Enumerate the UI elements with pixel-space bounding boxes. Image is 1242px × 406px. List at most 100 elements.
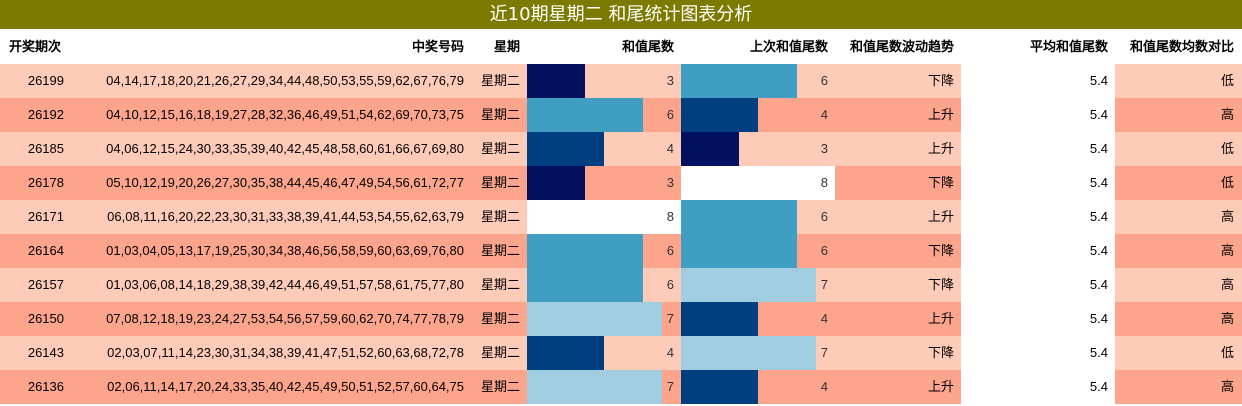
cell-compare: 低 (1220, 175, 1234, 190)
prev-tail-value: 6 (820, 209, 828, 224)
cell-weekday: 星期二 (480, 243, 520, 258)
cell-numbers: 01,03,06,08,14,18,29,38,39,42,44,46,49,5… (106, 277, 464, 292)
cell-avg: 5.4 (1089, 141, 1108, 156)
tail-value: 7 (666, 311, 674, 326)
cell-period: 26143 (27, 345, 64, 360)
cell-numbers: 04,14,17,18,20,21,26,27,29,34,44,48,50,5… (106, 73, 464, 88)
cell-weekday: 星期二 (480, 209, 520, 224)
cell-trend: 下降 (927, 277, 954, 292)
tail-bar (527, 98, 643, 132)
cell-avg: 5.4 (1089, 73, 1108, 88)
tail-value: 4 (666, 141, 674, 156)
cell-compare: 高 (1220, 243, 1234, 258)
table-body: 26199 04,14,17,18,20,21,26,27,29,34,44,48… (0, 64, 1242, 406)
cell-avg: 5.4 (1089, 243, 1108, 258)
tail-bar (527, 336, 604, 370)
cell-weekday: 星期二 (480, 175, 520, 190)
prev-tail-value: 4 (820, 311, 828, 326)
tail-bar (527, 302, 662, 336)
cell-trend: 下降 (927, 243, 954, 258)
header-compare: 和值尾数均数对比 (1129, 39, 1234, 54)
prev-tail-value: 7 (820, 345, 828, 360)
prev-tail-bar (681, 166, 835, 200)
tail-bar (527, 234, 643, 268)
prev-tail-bar (681, 234, 797, 268)
table-row: 26178 05,10,12,19,20,26,27,30,35,38,44,45… (0, 166, 1242, 200)
avg-background (961, 200, 1115, 234)
tail-value: 7 (666, 379, 674, 394)
cell-period: 26157 (27, 277, 64, 292)
table-row: 26157 01,03,06,08,14,18,29,38,39,42,44,46… (0, 268, 1242, 302)
cell-trend: 上升 (927, 107, 954, 122)
cell-period: 26150 (27, 311, 64, 326)
cell-avg: 5.4 (1089, 311, 1108, 326)
avg-background (961, 302, 1115, 336)
cell-period: 26192 (27, 107, 64, 122)
cell-numbers: 06,08,11,16,20,22,23,30,31,33,38,39,41,4… (107, 209, 464, 224)
table-row: 26192 04,10,12,15,16,18,19,27,28,32,36,46… (0, 98, 1242, 132)
cell-trend: 下降 (927, 73, 954, 88)
avg-background (961, 234, 1115, 268)
prev-tail-bar (681, 132, 739, 166)
tail-bar (527, 370, 662, 404)
avg-background (961, 132, 1115, 166)
cell-numbers: 07,08,12,18,19,23,24,27,53,54,56,57,59,6… (106, 311, 464, 326)
prev-tail-bar (681, 268, 816, 302)
avg-background (961, 336, 1115, 370)
header-avg: 平均和值尾数 (1029, 39, 1108, 54)
cell-weekday: 星期二 (480, 311, 520, 326)
table-row: 26136 02,06,11,14,17,20,24,33,35,40,42,45… (0, 370, 1242, 404)
tail-value: 6 (666, 107, 674, 122)
cell-avg: 5.4 (1089, 209, 1108, 224)
tail-bar (527, 268, 643, 302)
cell-trend: 上升 (927, 209, 954, 224)
cell-trend: 下降 (927, 345, 954, 360)
cell-weekday: 星期二 (480, 379, 520, 394)
cell-period: 26164 (27, 243, 64, 258)
tail-value: 3 (666, 175, 674, 190)
cell-numbers: 05,10,12,19,20,26,27,30,35,38,44,45,46,4… (106, 175, 464, 190)
cell-period: 26171 (27, 209, 64, 224)
cell-avg: 5.4 (1089, 107, 1108, 122)
prev-tail-value: 7 (820, 277, 828, 292)
cell-weekday: 星期二 (480, 73, 520, 88)
prev-tail-value: 4 (820, 379, 828, 394)
prev-tail-bar (681, 370, 758, 404)
tail-bar (527, 64, 585, 98)
cell-period: 26199 (27, 73, 64, 88)
cell-numbers: 02,06,11,14,17,20,24,33,35,40,42,45,49,5… (107, 379, 464, 394)
tail-bar (527, 200, 681, 234)
cell-weekday: 星期二 (480, 107, 520, 122)
prev-tail-bar (681, 64, 797, 98)
header-period: 开奖期次 (9, 39, 62, 54)
cell-compare: 高 (1220, 379, 1234, 394)
table-row: 26164 01,03,04,05,13,17,19,25,30,34,38,46… (0, 234, 1242, 268)
cell-trend: 上升 (927, 379, 954, 394)
table-row: 26143 02,03,07,11,14,23,30,31,34,38,39,41… (0, 336, 1242, 370)
cell-avg: 5.4 (1089, 277, 1108, 292)
prev-tail-value: 3 (820, 141, 828, 156)
cell-trend: 上升 (927, 141, 954, 156)
prev-tail-value: 8 (820, 175, 828, 190)
header-numbers: 中奖号码 (411, 39, 464, 54)
tail-value: 6 (666, 243, 674, 258)
tail-value: 6 (666, 277, 674, 292)
cell-trend: 下降 (927, 175, 954, 190)
tail-bar (527, 132, 604, 166)
prev-tail-bar (681, 302, 758, 336)
cell-avg: 5.4 (1089, 379, 1108, 394)
header-tail: 和值尾数 (621, 39, 674, 54)
table-row: 26150 07,08,12,18,19,23,24,27,53,54,56,57… (0, 302, 1242, 336)
cell-period: 26185 (27, 141, 64, 156)
avg-background (961, 98, 1115, 132)
cell-compare: 低 (1220, 345, 1234, 360)
cell-compare: 高 (1220, 107, 1234, 122)
cell-weekday: 星期二 (480, 141, 520, 156)
prev-tail-bar (681, 336, 816, 370)
tail-value: 4 (666, 345, 674, 360)
cell-numbers: 01,03,04,05,13,17,19,25,30,34,38,46,56,5… (106, 243, 464, 258)
header-trend: 和值尾数波动趋势 (849, 39, 954, 54)
prev-tail-value: 6 (820, 73, 828, 88)
prev-tail-value: 6 (820, 243, 828, 258)
header-prev-tail: 上次和值尾数 (749, 39, 828, 54)
